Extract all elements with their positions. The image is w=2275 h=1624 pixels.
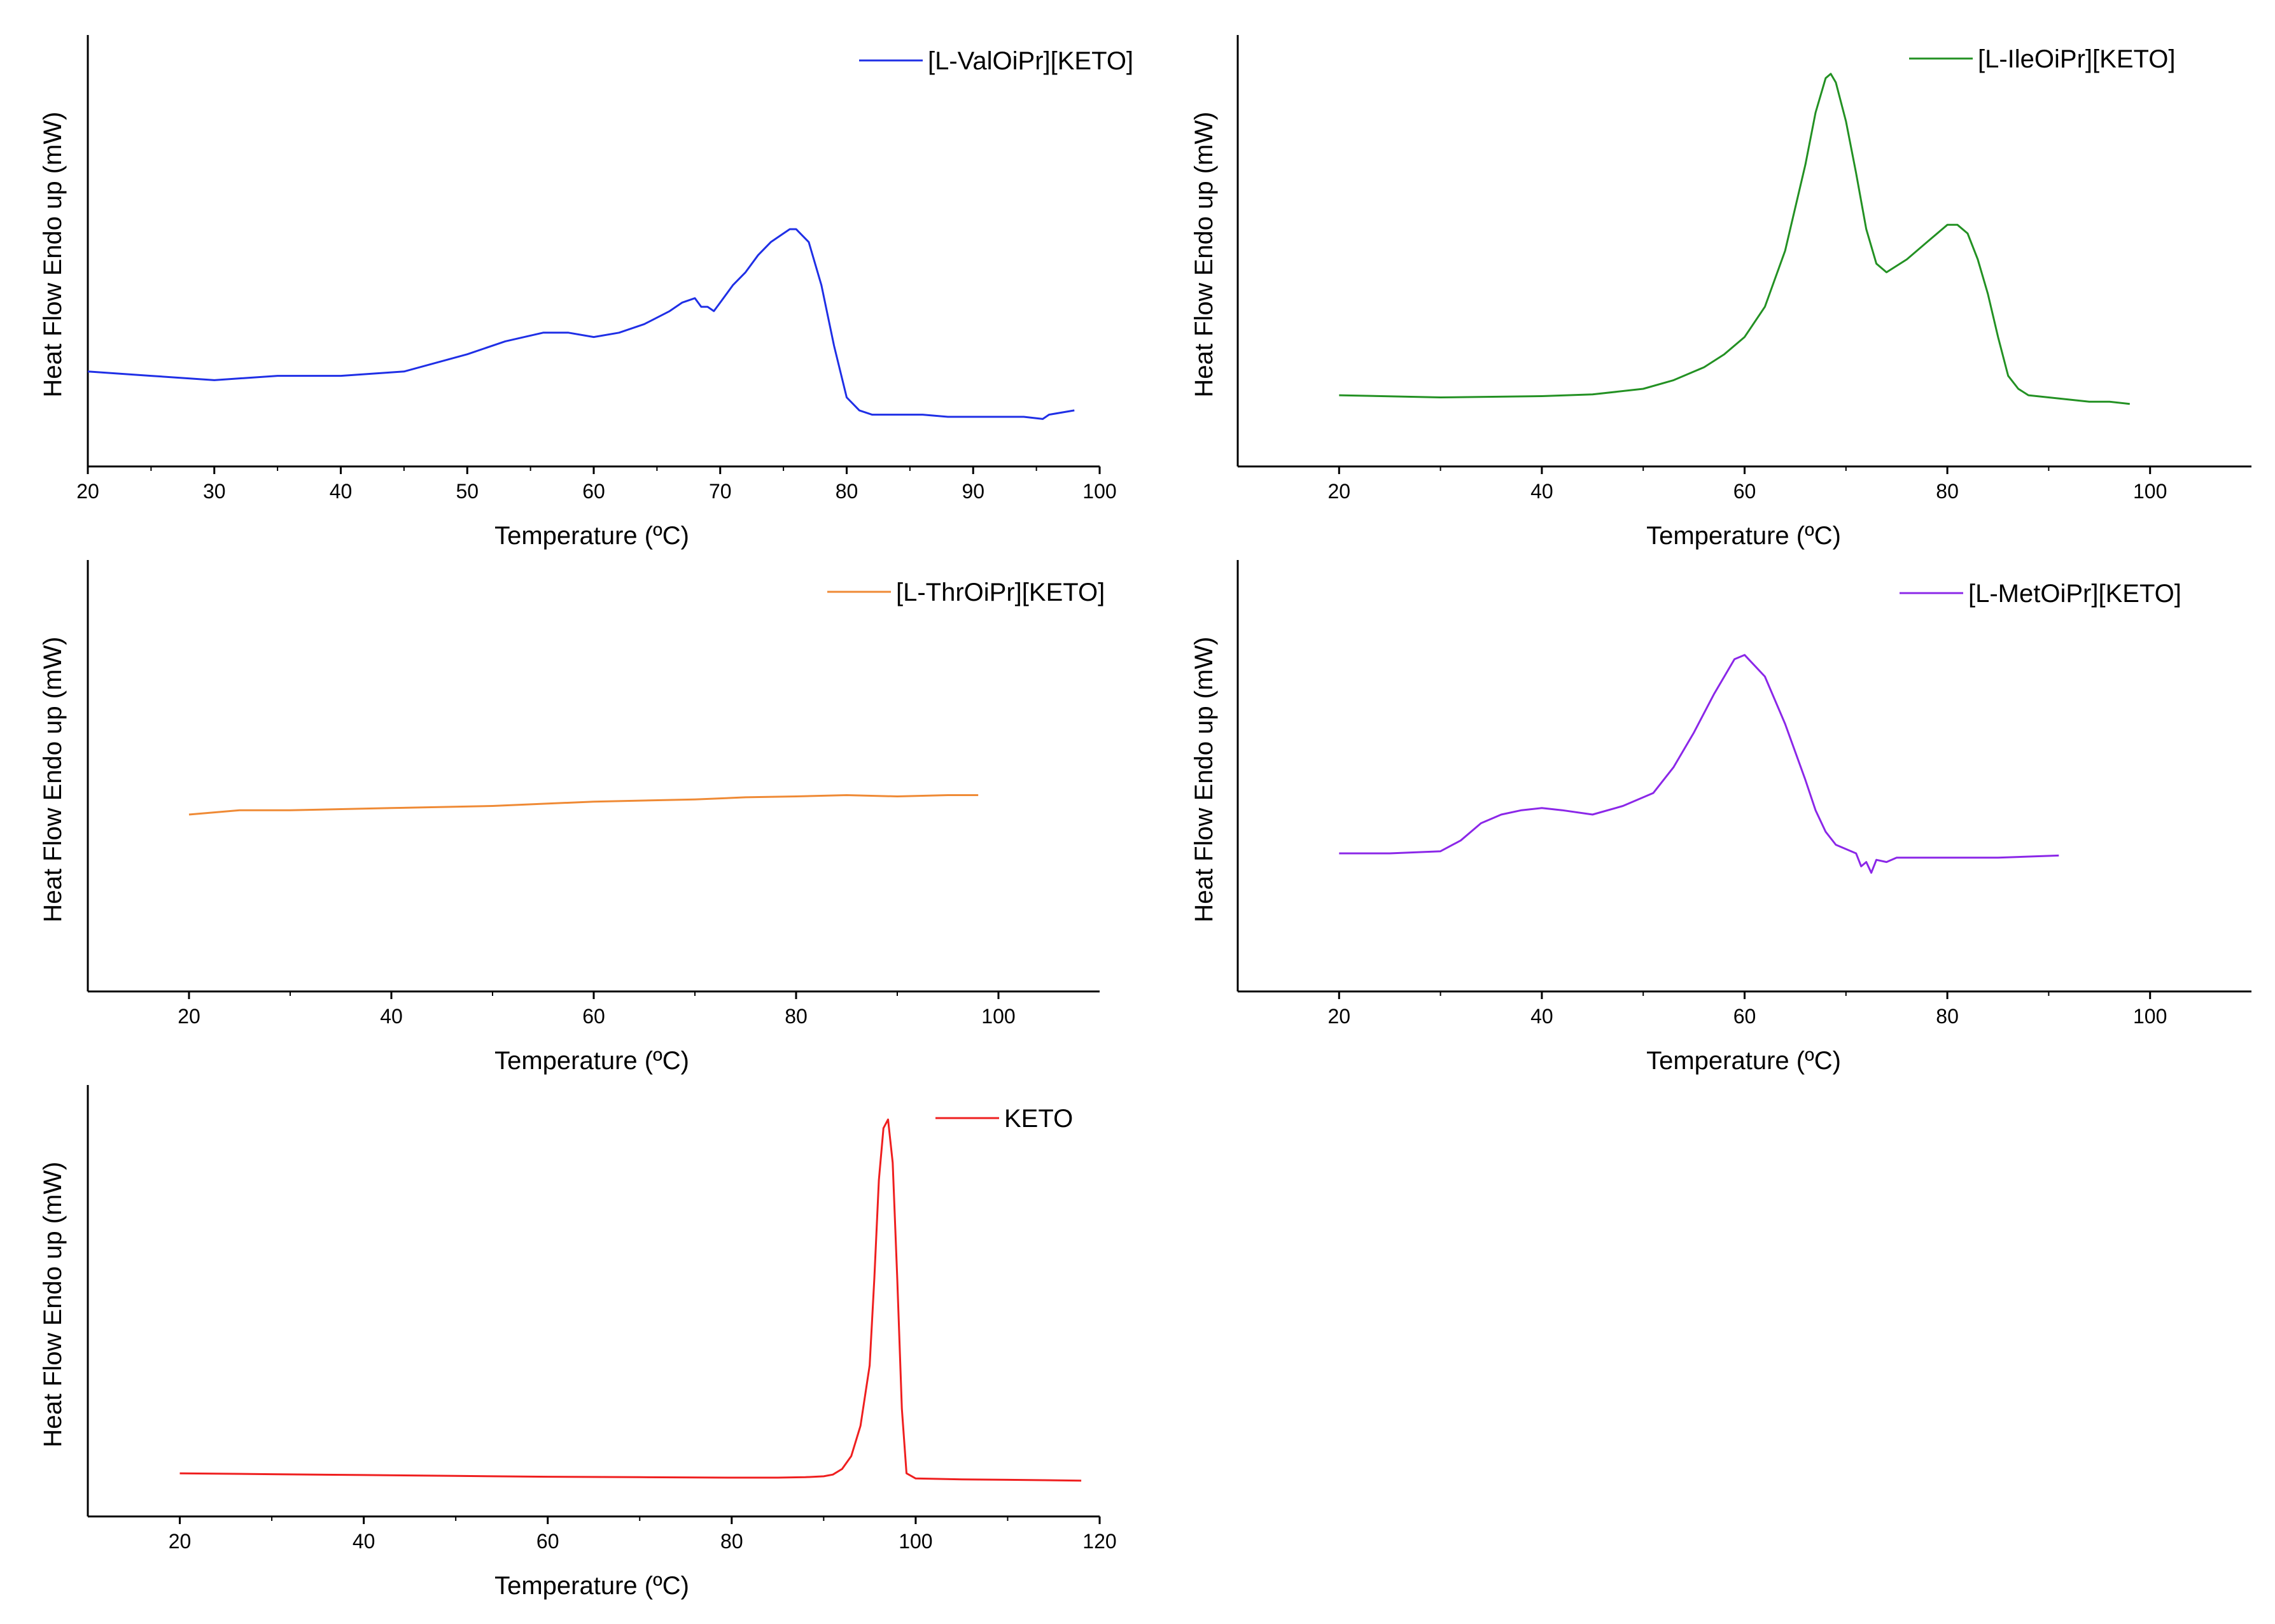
x-tick-label: 80 xyxy=(1936,480,1959,503)
x-tick-label: 80 xyxy=(785,1005,808,1028)
series-line-ileoipr xyxy=(1339,73,2130,405)
x-tick-label: 100 xyxy=(899,1530,932,1553)
x-tick-label: 100 xyxy=(981,1005,1015,1028)
legend-label: [L-ValOiPr][KETO] xyxy=(928,47,1133,75)
x-tick-label: 20 xyxy=(178,1005,200,1028)
x-tick-label: 40 xyxy=(1530,1005,1553,1028)
x-axis-title: Temperature (ºC) xyxy=(1646,522,1841,550)
x-tick-label: 20 xyxy=(169,1530,192,1553)
x-axis-title: Temperature (ºC) xyxy=(1646,1047,1841,1075)
legend: [L-ValOiPr][KETO] xyxy=(859,47,1133,75)
x-tick-label: 80 xyxy=(836,480,858,503)
chart-panel-valoipr: 20 30 40 50 60 70 80 90 100 [L-ValOiPr][KETO] Te… xyxy=(39,35,1133,550)
x-tick-label: 100 xyxy=(2133,1005,2167,1028)
x-tick-label: 30 xyxy=(203,480,226,503)
x-tick-label: 40 xyxy=(380,1005,403,1028)
x-tick-label: 20 xyxy=(1328,480,1351,503)
x-ticks: 20 40 60 80 100 xyxy=(178,991,1016,1028)
legend: [L-MetOiPr][KETO] xyxy=(1900,580,2181,608)
x-tick-label: 100 xyxy=(1082,480,1116,503)
series-line-metoipr xyxy=(1339,654,2059,874)
x-ticks: 20 40 60 80 100 xyxy=(1328,466,2167,503)
legend-label: KETO xyxy=(1004,1105,1073,1133)
x-axis-title: Temperature (ºC) xyxy=(494,1572,689,1600)
series-line-keto xyxy=(179,1118,1082,1482)
x-axis-title: Temperature (ºC) xyxy=(494,1047,689,1075)
legend-label: [L-MetOiPr][KETO] xyxy=(1968,580,2181,608)
x-tick-label: 40 xyxy=(1530,480,1553,503)
legend: [L-ThrOiPr][KETO] xyxy=(827,578,1105,606)
x-axis-title: Temperature (ºC) xyxy=(494,522,689,550)
y-axis-title: Heat Flow Endo up (mW) xyxy=(39,636,67,922)
x-tick-label: 60 xyxy=(1733,480,1756,503)
y-axis-title: Heat Flow Endo up (mW) xyxy=(39,1161,67,1447)
chart-panel-throipr: 20 40 60 80 100 [L-ThrOiPr][KETO] Temperatur… xyxy=(39,560,1105,1075)
chart-panel-keto: 20 40 60 80 100 120 KETO Temperature (ºC) Hea… xyxy=(39,1085,1117,1600)
x-tick-label: 70 xyxy=(709,480,732,503)
x-tick-label: 60 xyxy=(582,480,605,503)
legend-label: [L-ThrOiPr][KETO] xyxy=(896,578,1105,606)
x-tick-label: 40 xyxy=(353,1530,375,1553)
x-tick-label: 60 xyxy=(582,1005,605,1028)
x-tick-label: 90 xyxy=(962,480,984,503)
x-tick-label: 20 xyxy=(1328,1005,1351,1028)
x-tick-label: 80 xyxy=(720,1530,743,1553)
x-ticks: 20 30 40 50 60 70 80 90 100 xyxy=(76,466,1117,503)
x-tick-label: 120 xyxy=(1082,1530,1116,1553)
legend-label: [L-IleOiPr][KETO] xyxy=(1978,45,2175,73)
x-tick-label: 80 xyxy=(1936,1005,1959,1028)
x-ticks: 20 40 60 80 100 120 xyxy=(169,1516,1117,1553)
chart-panel-ileoipr: 20 40 60 80 100 [L-IleOiPr][KETO] Temperatur… xyxy=(1190,35,2251,550)
x-ticks: 20 40 60 80 100 xyxy=(1328,991,2167,1028)
legend: KETO xyxy=(935,1105,1073,1133)
x-tick-label: 60 xyxy=(536,1530,559,1553)
y-axis-title: Heat Flow Endo up (mW) xyxy=(1190,111,1218,397)
y-axis-title: Heat Flow Endo up (mW) xyxy=(39,111,67,397)
y-axis-title: Heat Flow Endo up (mW) xyxy=(1190,636,1218,922)
x-tick-label: 100 xyxy=(2133,480,2167,503)
x-tick-label: 60 xyxy=(1733,1005,1756,1028)
chart-panel-metoipr: 20 40 60 80 100 [L-MetOiPr][KETO] Temperatur… xyxy=(1190,560,2251,1075)
series-line-valoipr xyxy=(87,228,1075,420)
series-line-throipr xyxy=(188,794,979,816)
x-tick-label: 40 xyxy=(330,480,353,503)
x-tick-label: 20 xyxy=(76,480,99,503)
x-tick-label: 50 xyxy=(456,480,479,503)
legend: [L-IleOiPr][KETO] xyxy=(1909,45,2175,73)
